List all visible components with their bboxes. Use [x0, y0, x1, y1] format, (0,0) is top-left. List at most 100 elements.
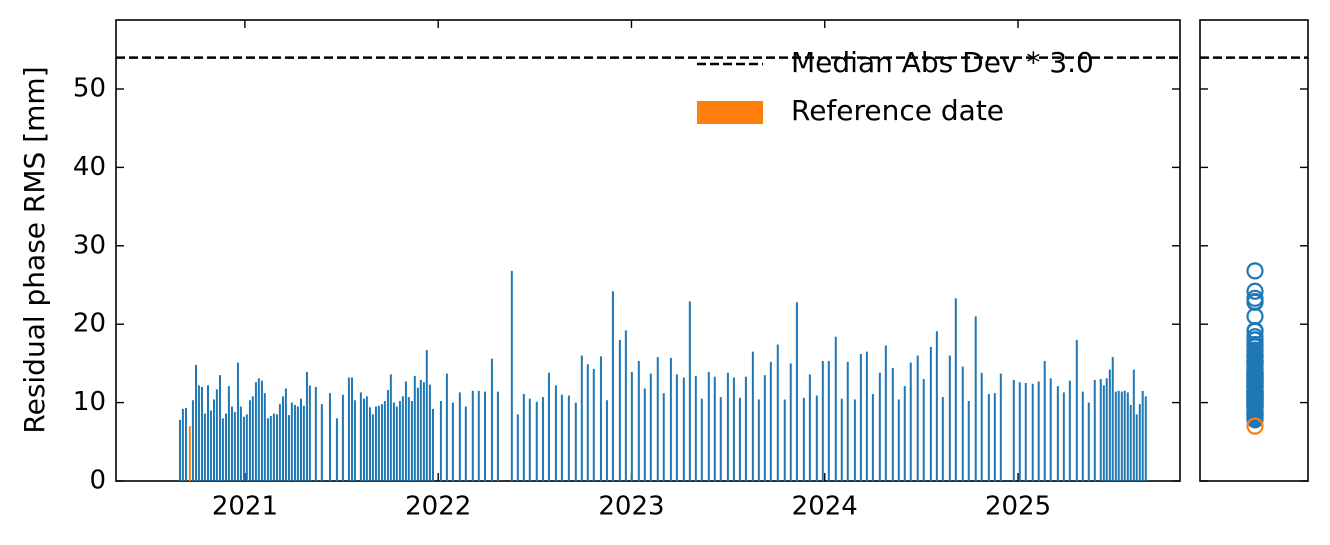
- bar: [212, 399, 215, 481]
- bar: [808, 374, 811, 481]
- bar: [878, 372, 881, 481]
- bar: [278, 404, 281, 481]
- bar: [451, 402, 454, 481]
- bar: [439, 401, 442, 481]
- side-point: [1246, 417, 1264, 435]
- bar: [287, 415, 290, 481]
- bar: [554, 385, 557, 481]
- side-point: [1246, 395, 1264, 413]
- bar: [178, 419, 181, 481]
- bar: [233, 412, 236, 481]
- bar: [347, 377, 350, 481]
- bar: [675, 374, 678, 481]
- bar: [1043, 361, 1046, 481]
- bar: [383, 401, 386, 481]
- bar: [254, 382, 257, 481]
- bar: [751, 351, 754, 481]
- bar: [541, 397, 544, 481]
- bar: [707, 372, 710, 481]
- bar: [662, 393, 665, 481]
- bar: [209, 410, 212, 481]
- bar: [260, 380, 263, 481]
- bar: [227, 386, 230, 481]
- bar: [522, 393, 525, 481]
- bar: [201, 386, 204, 481]
- bar: [276, 414, 279, 481]
- bar: [1114, 391, 1117, 481]
- bar: [891, 368, 894, 481]
- bar: [245, 414, 248, 481]
- bar: [269, 415, 272, 481]
- bar: [757, 399, 760, 481]
- bar: [389, 374, 392, 481]
- bar: [871, 393, 874, 481]
- bar: [1108, 369, 1111, 481]
- bar: [308, 385, 311, 481]
- bar: [184, 408, 187, 481]
- bar: [1120, 391, 1123, 481]
- bar: [630, 372, 633, 481]
- bar: [586, 364, 589, 481]
- bar: [713, 376, 716, 481]
- bar: [328, 393, 331, 481]
- bar: [738, 397, 741, 481]
- bar: [221, 418, 224, 481]
- side-point: [1246, 382, 1264, 400]
- bar: [1126, 392, 1129, 481]
- bar: [305, 372, 308, 481]
- bar: [853, 399, 856, 481]
- bar: [605, 400, 608, 481]
- y-tick-label: 50: [73, 73, 106, 103]
- bar: [242, 416, 245, 481]
- bar: [407, 397, 410, 481]
- bar: [1056, 386, 1059, 481]
- x-tick-label: 2022: [405, 492, 471, 522]
- bar: [999, 373, 1002, 481]
- bar: [897, 399, 900, 481]
- side-point: [1246, 307, 1264, 325]
- bar: [884, 345, 887, 481]
- bar: [769, 361, 772, 481]
- bar: [599, 356, 602, 481]
- bar: [197, 385, 200, 481]
- bar: [215, 389, 218, 481]
- bar: [490, 358, 493, 481]
- bar: [935, 331, 938, 481]
- bar: [1031, 383, 1034, 481]
- bar: [239, 406, 242, 481]
- bar: [1129, 404, 1132, 481]
- bar: [422, 382, 425, 481]
- bar: [815, 395, 818, 481]
- bar: [335, 418, 338, 481]
- bar: [516, 414, 519, 481]
- bar: [377, 405, 380, 481]
- bar: [974, 316, 977, 481]
- bar: [682, 377, 685, 481]
- side-point: [1246, 331, 1264, 349]
- bar: [464, 406, 467, 481]
- bar: [224, 413, 227, 481]
- bar: [865, 351, 868, 481]
- bar: [795, 302, 798, 481]
- bar: [293, 404, 296, 481]
- bar: [719, 397, 722, 481]
- bar: [353, 400, 356, 481]
- bar: [789, 363, 792, 481]
- bar: [993, 393, 996, 481]
- bar: [726, 372, 729, 481]
- x-tick-label: 2021: [212, 492, 278, 522]
- bar: [624, 330, 627, 481]
- bar: [368, 407, 371, 481]
- bar: [1062, 392, 1065, 481]
- bar: [1049, 378, 1052, 481]
- bar: [284, 388, 287, 481]
- bar: [251, 396, 254, 481]
- bar: [821, 361, 824, 481]
- side-point: [1246, 282, 1264, 300]
- bar: [445, 373, 448, 481]
- bar: [341, 394, 344, 481]
- bar: [827, 361, 830, 481]
- legend-label: Median Abs Dev * 3.0: [791, 46, 1094, 79]
- legend-label: Reference date: [791, 94, 1004, 127]
